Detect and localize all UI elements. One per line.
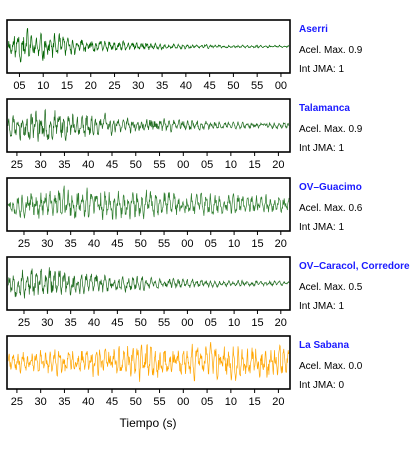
x-tick-label: 05 xyxy=(13,80,25,92)
x-tick-label: 25 xyxy=(18,238,30,250)
x-tick-label: 10 xyxy=(225,396,237,408)
max-acceleration: Acel. Max. 0.6 xyxy=(299,203,363,214)
seismogram-panels: 05 10 15 20 25 30 35 40 45 50 55 00 Aserri Acel. Max.… xyxy=(6,19,410,408)
x-tick-label: 00 xyxy=(177,396,189,408)
x-tick-label: 20 xyxy=(85,80,97,92)
x-tick-label: 05 xyxy=(205,238,217,250)
x-tick-label: 30 xyxy=(35,396,47,408)
seismogram-panel: 25 30 35 40 45 50 55 00 05 10 15 20 OV–Caracol, Corr… xyxy=(6,256,410,329)
x-tick-label: 20 xyxy=(272,159,284,171)
x-tick-label: 45 xyxy=(111,317,123,329)
x-tick-label: 45 xyxy=(111,238,123,250)
x-tick-label: 50 xyxy=(135,238,147,250)
x-tick-label: 20 xyxy=(275,317,287,329)
x-tick-label: 30 xyxy=(41,317,53,329)
x-axis-title: Tiempo (s) xyxy=(120,416,177,430)
x-tick-label: 10 xyxy=(225,159,237,171)
x-tick-label: 15 xyxy=(249,159,261,171)
panel-frame xyxy=(6,19,291,74)
x-tick-label: 10 xyxy=(228,238,240,250)
x-tick-label: 10 xyxy=(228,317,240,329)
x-tick-label: 25 xyxy=(18,317,30,329)
station-name: La Sabana xyxy=(299,340,349,351)
x-tick-label: 30 xyxy=(35,159,47,171)
x-tick-label: 15 xyxy=(251,317,263,329)
x-tick-label: 50 xyxy=(130,159,142,171)
x-tick-label: 50 xyxy=(130,396,142,408)
waveform-trace xyxy=(7,28,290,63)
x-tick-label: 35 xyxy=(58,396,70,408)
x-tick-label: 40 xyxy=(82,396,94,408)
x-tick-label: 25 xyxy=(108,80,120,92)
x-tick-label: 40 xyxy=(88,238,100,250)
jma-intensity: Int JMA: 1 xyxy=(299,64,344,75)
x-tick-label: 15 xyxy=(249,396,261,408)
max-acceleration: Acel. Max. 0.5 xyxy=(299,282,363,293)
x-tick-label: 35 xyxy=(65,317,77,329)
jma-intensity: Int JMA: 1 xyxy=(299,143,344,154)
x-tick-label: 45 xyxy=(204,80,216,92)
x-tick-label: 55 xyxy=(158,317,170,329)
x-tick-label: 55 xyxy=(153,159,165,171)
jma-intensity: Int JMA: 1 xyxy=(299,222,344,233)
x-tick-label: 55 xyxy=(158,238,170,250)
x-tick-label: 35 xyxy=(65,238,77,250)
x-tick-label: 00 xyxy=(177,159,189,171)
panel-frame xyxy=(6,256,291,311)
x-tick-label: 15 xyxy=(61,80,73,92)
x-tick-label: 05 xyxy=(201,396,213,408)
x-tick-label: 10 xyxy=(37,80,49,92)
x-tick-label: 25 xyxy=(11,396,23,408)
jma-intensity: Int JMA: 0 xyxy=(299,380,344,391)
x-tick-label: 50 xyxy=(227,80,239,92)
x-tick-label: 40 xyxy=(88,317,100,329)
max-acceleration: Acel. Max. 0.9 xyxy=(299,124,363,135)
panel-frame xyxy=(6,177,291,232)
waveform-trace xyxy=(7,108,290,142)
jma-intensity: Int JMA: 1 xyxy=(299,301,344,312)
seismogram-panel: 25 30 35 40 45 50 55 00 05 10 15 20 Talamanca Acel. M… xyxy=(6,98,363,171)
max-acceleration: Acel. Max. 0.0 xyxy=(299,361,363,372)
panel-frame xyxy=(6,98,291,153)
x-tick-label: 40 xyxy=(180,80,192,92)
station-name: Talamanca xyxy=(299,103,350,114)
x-tick-label: 45 xyxy=(106,396,118,408)
seismogram-panel: 25 30 35 40 45 50 55 00 05 10 15 20 La Sabana Acel. M… xyxy=(6,335,363,408)
x-tick-label: 15 xyxy=(251,238,263,250)
x-tick-label: 05 xyxy=(205,317,217,329)
x-tick-label: 45 xyxy=(106,159,118,171)
seismogram-panel: 05 10 15 20 25 30 35 40 45 50 55 00 Aserri Acel. Max.… xyxy=(6,19,363,92)
x-tick-label: 00 xyxy=(181,317,193,329)
waveform-trace xyxy=(7,267,290,299)
x-tick-label: 50 xyxy=(135,317,147,329)
x-tick-label: 55 xyxy=(251,80,263,92)
max-acceleration: Acel. Max. 0.9 xyxy=(299,45,363,56)
x-tick-label: 25 xyxy=(11,159,23,171)
x-tick-label: 20 xyxy=(275,238,287,250)
x-tick-label: 55 xyxy=(153,396,165,408)
x-tick-label: 30 xyxy=(41,238,53,250)
waveform-trace xyxy=(7,342,290,382)
station-name: OV–Guacimo xyxy=(299,182,362,193)
x-tick-label: 30 xyxy=(132,80,144,92)
x-tick-label: 40 xyxy=(82,159,94,171)
x-tick-label: 00 xyxy=(275,80,287,92)
x-tick-label: 35 xyxy=(156,80,168,92)
panel-frame xyxy=(6,335,291,390)
station-name: Aserri xyxy=(299,24,328,35)
station-name: OV–Caracol, Corredore xyxy=(299,261,410,272)
x-tick-label: 35 xyxy=(58,159,70,171)
seismogram-panel: 25 30 35 40 45 50 55 00 05 10 15 20 OV–Guacimo Acel. … xyxy=(6,177,363,250)
waveform-trace xyxy=(7,185,290,220)
x-tick-label: 20 xyxy=(272,396,284,408)
x-tick-label: 05 xyxy=(201,159,213,171)
x-tick-label: 00 xyxy=(181,238,193,250)
